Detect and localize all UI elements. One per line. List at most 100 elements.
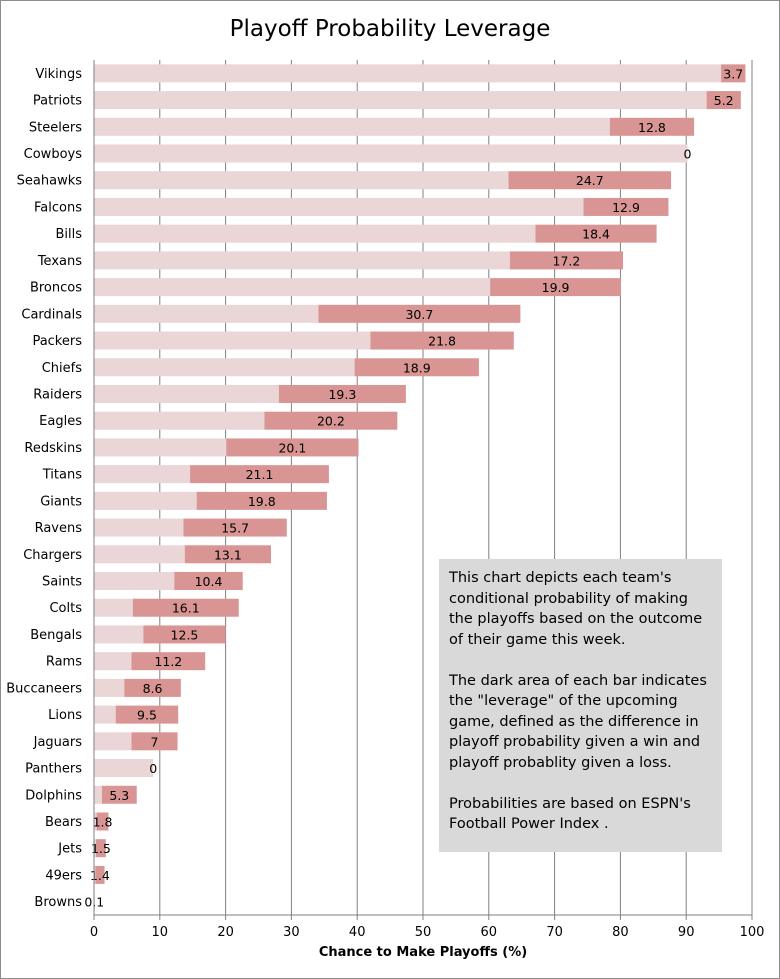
bar-base-ravens (94, 518, 184, 537)
bar-leverage-bears (96, 812, 109, 831)
data-label-packers: 21.8 (428, 334, 456, 349)
x-tick-label-40: 40 (349, 925, 366, 940)
data-label-colts: 16.1 (172, 601, 200, 616)
x-tick-label-20: 20 (217, 925, 234, 940)
x-tick-label-30: 30 (283, 925, 300, 940)
data-label-seahawks: 24.7 (576, 173, 604, 188)
axes: 0 10 20 30 40 50 60 70 80 90 100 (90, 60, 764, 940)
team-label-cardinals: Cardinals (21, 307, 82, 322)
bar-leverage-dolphins (101, 785, 137, 804)
bar-leverage-jets (95, 839, 106, 858)
bar-base-eagles (94, 411, 265, 430)
x-tick-label-80: 80 (612, 925, 629, 940)
team-label-lions: Lions (48, 708, 82, 723)
bar-leverage-seahawks (508, 171, 672, 190)
team-label-vikings: Vikings (35, 67, 82, 82)
team-label-saints: Saints (42, 575, 82, 590)
bar-leverage-steelers (609, 117, 695, 136)
data-label-ravens: 15.7 (221, 521, 249, 536)
team-label-jets: Jets (57, 842, 82, 857)
bar-leverage-chargers (184, 545, 272, 564)
team-label-jaguars: Jaguars (33, 735, 83, 750)
data-label-chiefs: 18.9 (403, 360, 431, 375)
bar-base-bears (94, 812, 97, 831)
data-label-titans: 21.1 (246, 467, 274, 482)
bar-leverage-patriots (706, 91, 741, 110)
team-label-packers: Packers (32, 334, 82, 349)
bar-base-rams (94, 652, 132, 671)
bar-base-saints (94, 572, 175, 591)
note-paragraph-2: The dark area of each bar indicates the … (449, 672, 707, 771)
data-label-49ers: 1.4 (90, 868, 110, 883)
bar-base-seahawks (94, 171, 509, 190)
team-label-colts: Colts (49, 601, 82, 616)
team-label-bengals: Bengals (30, 628, 82, 643)
bar-base-chiefs (94, 358, 355, 377)
bar-leverage-buccaneers (124, 678, 181, 697)
bar-base-falcons (94, 197, 584, 216)
data-label-steelers: 12.8 (638, 120, 666, 135)
bar-leverage-rams (131, 652, 206, 671)
team-label-bears: Bears (45, 815, 82, 830)
bar-leverage-49ers (95, 865, 105, 884)
bar-base-panthers (94, 759, 154, 778)
data-label-buccaneers: 8.6 (143, 681, 163, 696)
bar-base-dolphins (94, 785, 102, 804)
team-label-redskins: Redskins (24, 441, 82, 456)
data-label-vikings: 3.7 (723, 66, 743, 81)
bar-leverage-falcons (583, 197, 669, 216)
bar-base-patriots (94, 91, 707, 110)
x-tick-label-50: 50 (415, 925, 432, 940)
data-label-saints: 10.4 (195, 574, 223, 589)
bar-leverage-bills (535, 224, 657, 243)
bar-leverage-jaguars (131, 732, 178, 751)
bar-leverage-raiders (278, 384, 406, 403)
data-labels: Vikings 3.7 Patriots 5.2 Steelers 12.8 Cowboys… (6, 66, 743, 910)
bars (94, 64, 746, 911)
team-label-49ers: 49ers (45, 868, 82, 883)
data-label-jets: 1.5 (91, 841, 111, 856)
bar-base-49ers (94, 865, 96, 884)
data-label-falcons: 12.9 (612, 200, 640, 215)
team-label-bills: Bills (55, 227, 82, 242)
team-label-cowboys: Cowboys (24, 147, 83, 162)
team-label-eagles: Eagles (39, 414, 82, 429)
x-tick-label-70: 70 (546, 925, 563, 940)
data-label-bears: 1.8 (93, 814, 113, 829)
team-label-browns: Browns (34, 895, 82, 910)
bar-base-buccaneers (94, 678, 125, 697)
team-label-dolphins: Dolphins (25, 788, 82, 803)
bar-base-packers (94, 331, 371, 350)
data-label-dolphins: 5.3 (109, 788, 129, 803)
bar-leverage-eagles (264, 411, 398, 430)
team-label-seahawks: Seahawks (17, 174, 83, 189)
bar-base-vikings (94, 64, 722, 83)
data-label-cowboys: 0 (684, 147, 692, 162)
team-label-falcons: Falcons (34, 200, 82, 215)
bar-base-redskins (94, 438, 227, 457)
team-label-patriots: Patriots (33, 94, 82, 109)
x-axis-title: Chance to Make Playoffs (%) (318, 945, 528, 960)
data-label-bills: 18.4 (582, 227, 610, 242)
bar-base-texans (94, 251, 510, 270)
x-tick-label-60: 60 (481, 925, 498, 940)
bar-base-bills (94, 224, 536, 243)
x-tick-label-10: 10 (152, 925, 169, 940)
data-label-rams: 11.2 (154, 654, 182, 669)
bar-base-cowboys (94, 144, 688, 163)
data-label-texans: 17.2 (553, 253, 581, 268)
team-label-raiders: Raiders (33, 387, 82, 402)
bar-base-steelers (94, 117, 610, 136)
bar-leverage-saints (174, 572, 243, 591)
team-label-steelers: Steelers (29, 120, 82, 135)
bar-leverage-lions (115, 705, 179, 724)
bar-base-cardinals (94, 304, 319, 323)
bar-base-lions (94, 705, 116, 724)
bar-base-giants (94, 491, 197, 510)
note-paragraph-3: Probabilities are based on ESPN's Footba… (449, 795, 691, 833)
team-label-giants: Giants (40, 494, 82, 509)
team-label-buccaneers: Buccaneers (6, 681, 82, 696)
x-tick-label-0: 0 (90, 925, 98, 940)
team-label-ravens: Ravens (35, 521, 83, 536)
team-label-chargers: Chargers (23, 548, 82, 563)
